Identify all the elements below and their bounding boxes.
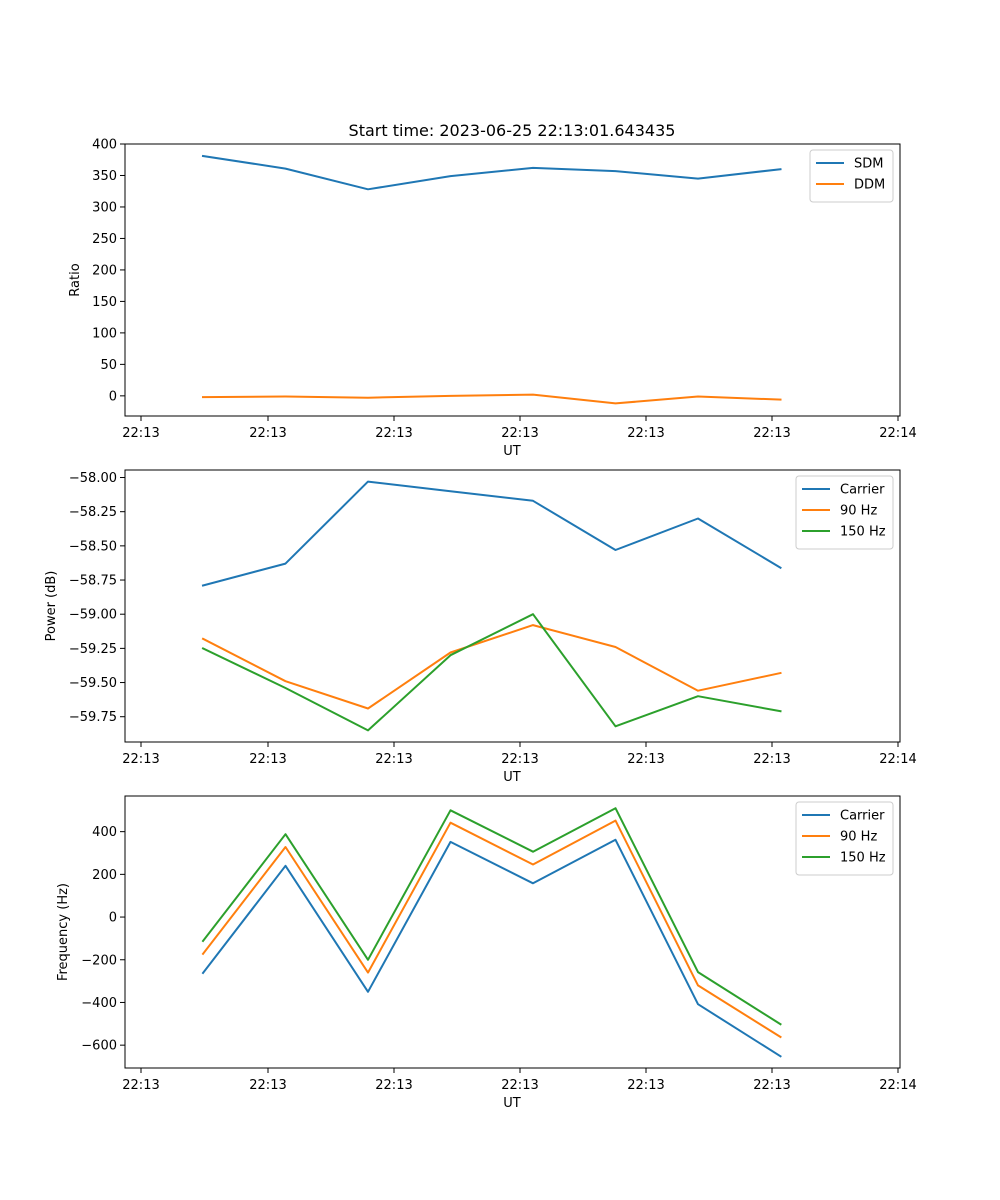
x-tick-label: 22:13 [627, 1078, 664, 1093]
subplot-1: 0 50 100 150 200 250 300 350 400 22:13 22:13 22:13 2… [68, 138, 917, 460]
x-tick-label: 22:14 [879, 752, 916, 767]
y-tick-label: 400 [92, 825, 117, 840]
x-tick-label: 22:13 [627, 752, 664, 767]
y-tick-label: 400 [92, 138, 117, 153]
series-line-90-hz [201, 624, 782, 710]
y-tick-label: 200 [92, 868, 117, 883]
x-axis-label: UT [503, 770, 521, 785]
subplot-2: −59.75 −59.50 −59.25 −59.00 −58.75 −58.50 −58.… [44, 469, 917, 785]
series-line-150-hz [201, 807, 782, 1026]
x-tick-label: 22:14 [879, 426, 916, 441]
y-tick-label: 100 [92, 326, 117, 341]
x-tick-label: 22:13 [753, 752, 790, 767]
legend: Carrier 90 Hz 150 Hz [795, 475, 894, 550]
x-tick-label: 22:13 [122, 752, 159, 767]
axes-frame [124, 469, 901, 743]
legend-entry: Carrier [840, 483, 885, 498]
series-line-150-hz [201, 613, 782, 732]
y-tick-label: 0 [109, 389, 117, 404]
y-tick-label: 0 [109, 911, 117, 926]
x-axis-label: UT [503, 444, 521, 459]
legend: Carrier 90 Hz 150 Hz [795, 801, 894, 876]
legend-entry: 150 Hz [840, 851, 886, 866]
y-tick-label: −58.25 [69, 505, 117, 520]
axes-frame [124, 795, 901, 1069]
x-tick-label: 22:13 [753, 426, 790, 441]
y-tick-label: −59.00 [69, 608, 117, 623]
series-line-sdm [201, 154, 782, 191]
series-line-carrier [201, 838, 782, 1058]
x-tick-label: 22:13 [122, 1078, 159, 1093]
x-tick-label: 22:13 [249, 752, 286, 767]
y-tick-label: −58.50 [69, 539, 117, 554]
legend-entry: 90 Hz [840, 504, 877, 519]
x-tick-label: 22:14 [879, 1078, 916, 1093]
legend-entry: 150 Hz [840, 525, 886, 540]
y-tick-label: 350 [92, 169, 117, 184]
y-tick-label: 200 [92, 263, 117, 278]
x-tick-label: 22:13 [501, 426, 538, 441]
y-tick-label: −400 [81, 996, 117, 1011]
x-tick-label: 22:13 [375, 426, 412, 441]
series-line-ddm [201, 393, 782, 405]
x-tick-label: 22:13 [249, 426, 286, 441]
x-tick-label: 22:13 [753, 1078, 790, 1093]
y-tick-label: 250 [92, 232, 117, 247]
y-tick-label: 150 [92, 295, 117, 310]
y-tick-label: −58.75 [69, 574, 117, 589]
y-axis-label: Power (dB) [44, 571, 59, 642]
legend-entry: Carrier [840, 809, 885, 824]
subplot-3: −600 −400 −200 0 200 400 22:13 22:13 22:13 22:13 2… [56, 795, 917, 1111]
x-tick-label: 22:13 [375, 1078, 412, 1093]
x-axis-label: UT [503, 1096, 521, 1111]
y-tick-label: −200 [81, 953, 117, 968]
axes-frame [124, 143, 901, 417]
y-axis-label: Ratio [68, 263, 83, 296]
x-tick-label: 22:13 [249, 1078, 286, 1093]
series-line-90-hz [201, 819, 782, 1039]
y-tick-label: −58.00 [69, 471, 117, 486]
y-tick-label: −600 [81, 1039, 117, 1054]
x-tick-label: 22:13 [501, 1078, 538, 1093]
y-tick-label: 300 [92, 200, 117, 215]
x-tick-label: 22:13 [501, 752, 538, 767]
x-tick-label: 22:13 [627, 426, 664, 441]
series-line-carrier [201, 480, 782, 587]
legend-entry: SDM [854, 157, 883, 172]
y-tick-label: −59.25 [69, 642, 117, 657]
x-tick-label: 22:13 [375, 752, 412, 767]
x-tick-label: 22:13 [122, 426, 159, 441]
legend-entry: 90 Hz [840, 830, 877, 845]
figure-title: Start time: 2023-06-25 22:13:01.643435 [349, 121, 676, 140]
y-tick-label: −59.75 [69, 710, 117, 725]
y-tick-label: −59.50 [69, 676, 117, 691]
legend: SDM DDM [809, 149, 894, 203]
y-tick-label: 50 [100, 358, 117, 373]
y-axis-label: Frequency (Hz) [56, 883, 71, 981]
legend-entry: DDM [854, 178, 885, 193]
